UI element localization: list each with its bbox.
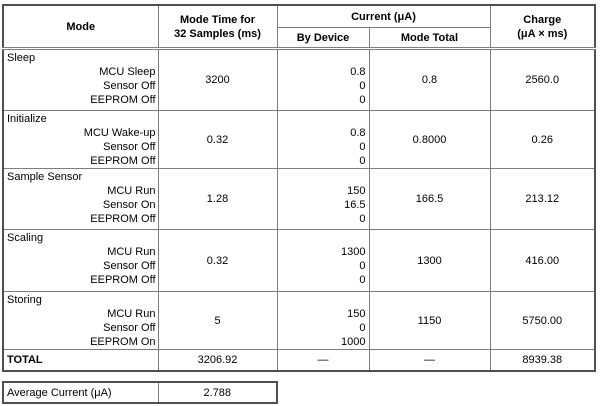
mode-cell: Sleep MCU Sleep Sensor Off EEPROM Off xyxy=(2,48,159,111)
total-mode-total-dash: — xyxy=(368,349,491,372)
header-row-2: By Device Mode Total xyxy=(3,27,595,50)
device-line: Sensor Off xyxy=(103,141,156,153)
mode-name: Storing xyxy=(7,294,42,306)
device-line: MCU Wake-up xyxy=(83,127,156,139)
mode-total-cell: 1150 xyxy=(368,291,491,350)
by-device-value: 0 xyxy=(359,80,366,92)
device-line: Sensor On xyxy=(102,199,156,211)
average-current-row: Average Current (μA) 2.788 xyxy=(2,381,278,404)
average-current-value: 2.788 xyxy=(157,381,278,404)
mode-total-cell: 0.8 xyxy=(368,48,491,111)
device-line: Sensor Off xyxy=(103,80,156,92)
by-device-spacer xyxy=(278,231,368,245)
by-device-value: 0 xyxy=(359,322,366,334)
by-device-spacer xyxy=(278,112,368,126)
table-row-initialize: Initialize MCU Wake-up Sensor Off EEPROM… xyxy=(2,110,596,169)
device-line: EEPROM On xyxy=(90,336,156,348)
col-header-mode-time: Mode Time for 32 Samples (ms) xyxy=(157,4,278,50)
table-row-total: TOTAL 3206.92 — — 8939.38 xyxy=(2,349,596,372)
col-header-by-device: By Device xyxy=(276,27,370,50)
total-charge: 8939.38 xyxy=(489,349,596,372)
table-row-sleep: Sleep MCU Sleep Sensor Off EEPROM Off 32… xyxy=(2,48,596,111)
mode-time-cell: 3200 xyxy=(157,48,278,111)
device-line: EEPROM Off xyxy=(90,94,156,106)
mode-total-cell: 166.5 xyxy=(368,168,491,230)
by-device-value: 0 xyxy=(359,155,366,167)
mode-name: Scaling xyxy=(7,232,44,244)
by-device-value: 150 xyxy=(347,185,366,197)
device-line: Sensor Off xyxy=(103,260,156,272)
mode-cell: Sample Sensor MCU Run Sensor On EEPROM O… xyxy=(2,168,159,230)
mode-name: Sleep xyxy=(7,52,36,64)
col-header-mode-time-line2: 32 Samples (ms) xyxy=(174,27,261,40)
power-budget-table: Mode Mode Time for 32 Samples (ms) Curre… xyxy=(2,4,596,372)
by-device-spacer xyxy=(278,51,368,65)
by-device-value: 0.8 xyxy=(350,127,366,139)
by-device-value: 0 xyxy=(359,94,366,106)
col-header-mode-total: Mode Total xyxy=(368,27,491,50)
total-label: TOTAL xyxy=(2,349,159,372)
table-row-storing: Storing MCU Run Sensor Off EEPROM On 5 1… xyxy=(2,291,596,350)
col-header-charge-line1: Charge xyxy=(523,13,562,26)
by-device-spacer xyxy=(278,170,368,184)
by-device-cell: 150 16.5 0 xyxy=(276,168,370,230)
device-line: MCU Sleep xyxy=(99,66,156,78)
device-line: Sensor Off xyxy=(103,322,156,334)
by-device-value: 1000 xyxy=(341,336,366,348)
col-header-charge-line2: (μA × ms) xyxy=(517,27,568,40)
by-device-cell: 0.8 0 0 xyxy=(276,48,370,111)
charge-cell: 0.26 xyxy=(489,110,596,169)
header-row-1: Mode Mode Time for 32 Samples (ms) Curre… xyxy=(2,4,596,50)
col-header-mode-time-line1: Mode Time for xyxy=(180,13,255,26)
by-device-cell: 0.8 0 0 xyxy=(276,110,370,169)
device-line: MCU Run xyxy=(107,185,156,197)
device-line: MCU Run xyxy=(107,246,156,258)
mode-cell: Scaling MCU Run Sensor Off EEPROM Off xyxy=(2,229,159,292)
charge-cell: 2560.0 xyxy=(489,48,596,111)
mode-cell: Initialize MCU Wake-up Sensor Off EEPROM… xyxy=(2,110,159,169)
mode-name: Initialize xyxy=(7,113,47,125)
total-by-device-dash: — xyxy=(276,349,370,372)
mode-total-cell: 0.8000 xyxy=(368,110,491,169)
charge-cell: 213.12 xyxy=(489,168,596,230)
charge-cell: 5750.00 xyxy=(489,291,596,350)
table-row-sample-sensor: Sample Sensor MCU Run Sensor On EEPROM O… xyxy=(2,168,596,230)
device-line: EEPROM Off xyxy=(90,155,156,167)
by-device-cell: 1300 0 0 xyxy=(276,229,370,292)
device-line: MCU Run xyxy=(107,308,156,320)
by-device-value: 0.8 xyxy=(350,66,366,78)
by-device-value: 150 xyxy=(347,308,366,320)
charge-cell: 416.00 xyxy=(489,229,596,292)
mode-name: Sample Sensor xyxy=(7,171,83,183)
mode-total-cell: 1300 xyxy=(368,229,491,292)
device-line: EEPROM Off xyxy=(90,213,156,225)
col-header-current: Current (μA) xyxy=(276,4,491,28)
by-device-value: 0 xyxy=(359,141,366,153)
by-device-cell: 150 0 1000 xyxy=(276,291,370,350)
by-device-value: 0 xyxy=(359,213,366,225)
by-device-value: 16.5 xyxy=(344,199,366,211)
mode-time-cell: 0.32 xyxy=(157,110,278,169)
mode-cell: Storing MCU Run Sensor Off EEPROM On xyxy=(2,291,159,350)
by-device-value: 0 xyxy=(359,274,366,286)
by-device-spacer xyxy=(278,293,368,307)
device-line: EEPROM Off xyxy=(90,274,156,286)
by-device-value: 0 xyxy=(359,260,366,272)
total-mode-time: 3206.92 xyxy=(157,349,278,372)
average-current-table: Average Current (μA) 2.788 xyxy=(2,381,278,404)
mode-time-cell: 5 xyxy=(157,291,278,350)
col-header-charge: Charge (μA × ms) xyxy=(489,4,596,50)
mode-time-cell: 1.28 xyxy=(157,168,278,230)
mode-time-cell: 0.32 xyxy=(157,229,278,292)
average-current-label: Average Current (μA) xyxy=(2,381,159,404)
table-row-scaling: Scaling MCU Run Sensor Off EEPROM Off 0.… xyxy=(2,229,596,292)
col-header-mode: Mode xyxy=(2,4,159,50)
by-device-value: 1300 xyxy=(341,246,366,258)
